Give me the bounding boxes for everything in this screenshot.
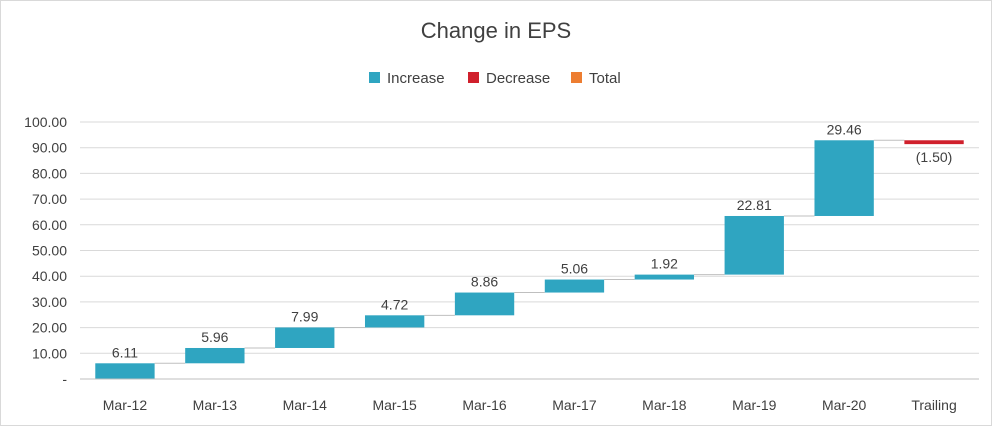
data-labels: 6.11 5.96 7.99 4.72 8.86 5.06 1.92 22.81 29.46 (1… (112, 121, 952, 360)
legend-label-decrease: Decrease (486, 70, 550, 87)
bar-mar-19 (724, 215, 784, 275)
x-tick-label: Mar-16 (462, 397, 507, 413)
bar-mar-17 (544, 279, 605, 293)
data-label: 8.86 (471, 274, 498, 290)
bar-mar-14 (275, 327, 335, 348)
bar-mar-13 (185, 347, 245, 364)
y-axis: - 10.00 20.00 30.00 40.00 50.00 60.00 70.00 80.0… (24, 114, 67, 387)
connectors (154, 139, 905, 364)
data-label: 1.92 (651, 256, 678, 272)
x-tick-label: Mar-18 (642, 397, 687, 413)
bar-mar-15 (364, 315, 425, 328)
legend-label-increase: Increase (387, 70, 445, 87)
y-tick-label: 20.00 (32, 320, 67, 336)
y-tick-label: 80.00 (32, 165, 67, 181)
bar-mar-12 (95, 363, 155, 379)
data-label: 6.11 (112, 344, 138, 360)
bar-trailing (904, 140, 964, 145)
legend-swatch-increase (369, 72, 380, 83)
legend-swatch-total (571, 72, 582, 83)
data-label: 5.06 (561, 261, 588, 277)
legend: Increase Decrease Total (369, 70, 621, 87)
data-label: 29.46 (827, 121, 862, 137)
x-axis: Mar-12 Mar-13 Mar-14 Mar-15 Mar-16 Mar-17 Mar-… (80, 378, 979, 413)
y-tick-label: 40.00 (32, 268, 67, 284)
data-label: 4.72 (381, 296, 408, 312)
data-label: 7.99 (291, 308, 318, 324)
legend-swatch-decrease (468, 72, 479, 83)
x-tick-label: Mar-12 (103, 397, 148, 413)
x-tick-label: Mar-15 (372, 397, 417, 413)
y-tick-label: 90.00 (32, 140, 67, 156)
x-tick-label: Mar-19 (732, 397, 777, 413)
x-tick-label: Mar-14 (283, 397, 328, 413)
bar-mar-20 (814, 140, 874, 216)
bars (95, 140, 964, 379)
y-tick-label: - (62, 371, 67, 387)
x-tick-label: Mar-13 (193, 397, 238, 413)
bar-mar-18 (634, 274, 695, 280)
y-tick-label: 100.00 (24, 114, 67, 130)
x-tick-label: Trailing (911, 397, 956, 413)
y-tick-label: 30.00 (32, 294, 67, 310)
chart-title: Change in EPS (421, 18, 571, 43)
data-label: 5.96 (201, 329, 228, 345)
y-tick-label: 50.00 (32, 243, 67, 259)
data-label: (1.50) (916, 149, 953, 165)
bar-mar-16 (454, 292, 515, 316)
legend-label-total: Total (589, 70, 621, 87)
x-tick-label: Mar-17 (552, 397, 597, 413)
x-tick-label: Mar-20 (822, 397, 867, 413)
gridlines (80, 121, 979, 354)
y-tick-label: 70.00 (32, 191, 67, 207)
y-tick-label: 60.00 (32, 217, 67, 233)
data-label: 22.81 (737, 197, 772, 213)
y-tick-label: 10.00 (32, 345, 67, 361)
